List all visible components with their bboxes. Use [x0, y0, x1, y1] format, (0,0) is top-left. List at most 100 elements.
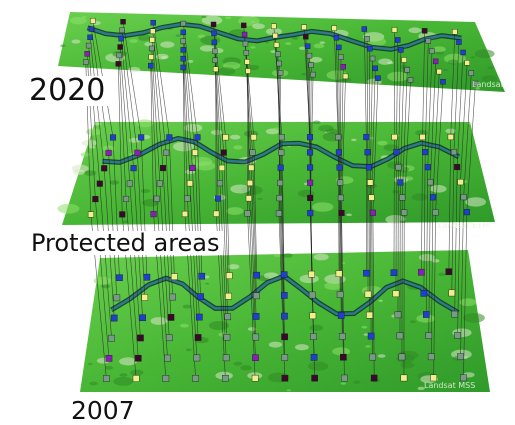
sample-point-marker — [106, 150, 112, 156]
sample-point-marker — [93, 196, 99, 202]
sample-point-marker — [464, 209, 470, 215]
land-cover-patch — [438, 273, 445, 276]
sample-point-marker — [465, 60, 470, 65]
sample-point-marker — [274, 42, 279, 47]
sample-point-marker — [311, 354, 317, 360]
sample-point-marker — [425, 164, 431, 170]
sample-point-marker — [371, 375, 377, 381]
sample-point-marker — [391, 270, 397, 276]
sample-point-marker — [395, 37, 400, 42]
imagery-credit-bottom: Landsat MSS — [424, 381, 475, 390]
sample-point-marker — [334, 35, 339, 40]
sample-point-marker — [307, 134, 313, 140]
land-cover-patch — [160, 41, 174, 47]
sample-point-marker — [452, 311, 458, 317]
sample-point-marker — [246, 69, 251, 74]
land-cover-patch — [353, 381, 360, 384]
sample-point-marker — [247, 180, 253, 186]
sample-point-marker — [448, 134, 454, 140]
land-cover-patch — [475, 49, 495, 58]
land-cover-patch — [412, 193, 428, 200]
sample-point-marker — [303, 34, 308, 39]
sample-point-marker — [309, 63, 314, 68]
land-cover-patch — [433, 46, 446, 52]
sample-point-marker — [217, 180, 223, 186]
sample-point-marker — [211, 31, 216, 36]
land-cover-patch — [273, 127, 279, 130]
sample-point-marker — [437, 69, 442, 74]
imagery-credit-top: Landsat — [472, 80, 504, 89]
sample-point-marker — [365, 149, 371, 155]
land-cover-patch — [129, 39, 138, 43]
sample-point-marker — [454, 164, 460, 170]
sample-point-marker — [242, 32, 247, 37]
sample-point-marker — [144, 274, 150, 280]
sample-point-marker — [150, 29, 155, 34]
sample-point-marker — [111, 315, 117, 321]
sample-point-marker — [182, 211, 188, 217]
sample-point-marker — [164, 355, 170, 361]
sample-point-marker — [199, 273, 205, 279]
sample-point-marker — [340, 354, 346, 360]
sample-point-marker — [135, 355, 141, 361]
land-cover-patch — [70, 17, 87, 25]
sample-point-marker — [213, 58, 218, 63]
land-cover-patch — [105, 366, 113, 370]
layer-label-bottom-year: 2007 — [68, 398, 138, 423]
sample-point-marker — [392, 134, 398, 140]
land-cover-patch — [400, 220, 406, 223]
sample-point-marker — [457, 354, 463, 360]
land-cover-patch — [274, 254, 281, 257]
sample-point-marker — [110, 135, 116, 141]
sample-point-marker — [181, 65, 186, 70]
sample-point-marker — [310, 333, 316, 339]
sample-point-marker — [461, 50, 466, 55]
sample-point-marker — [127, 181, 133, 187]
sample-point-marker — [212, 40, 217, 45]
sample-point-marker — [308, 271, 314, 277]
sample-point-marker — [311, 72, 316, 77]
sample-point-marker — [337, 165, 343, 171]
sample-point-marker — [310, 313, 316, 319]
land-cover-patch — [230, 135, 240, 140]
sample-point-marker — [420, 134, 426, 140]
land-cover-patch — [443, 69, 448, 71]
sample-point-marker — [221, 150, 227, 156]
sample-point-marker — [253, 313, 259, 319]
land-cover-patch — [320, 41, 326, 44]
sample-point-marker — [154, 196, 160, 202]
sample-point-marker — [251, 134, 257, 140]
land-cover-patch — [378, 59, 392, 65]
sample-point-marker — [279, 150, 285, 156]
land-cover-patch — [346, 214, 352, 217]
sample-point-marker — [123, 196, 129, 202]
sample-point-marker — [456, 40, 461, 45]
sample-point-marker — [307, 53, 312, 58]
sample-point-marker — [373, 66, 378, 71]
sample-point-marker — [275, 52, 280, 57]
sample-point-marker — [160, 165, 166, 171]
sample-point-marker — [446, 269, 452, 275]
land-cover-patch — [252, 23, 265, 29]
sample-point-marker — [370, 354, 376, 360]
land-cover-patch — [233, 145, 243, 149]
sample-point-marker — [166, 335, 172, 341]
sample-point-marker — [422, 149, 428, 155]
sample-point-marker — [273, 33, 278, 38]
land-cover-patch — [119, 373, 127, 377]
sample-point-marker — [185, 196, 191, 202]
sample-point-marker — [85, 51, 90, 56]
land-cover-patch — [183, 305, 192, 309]
land-cover-patch — [408, 27, 421, 33]
sample-point-marker — [119, 212, 125, 218]
sample-point-marker — [368, 333, 374, 339]
sample-point-marker — [108, 335, 114, 341]
sample-point-marker — [253, 334, 259, 340]
land-cover-patch — [257, 198, 262, 200]
sample-point-marker — [302, 25, 307, 30]
sample-point-marker — [139, 315, 145, 321]
sample-point-marker — [151, 211, 157, 217]
land-cover-patch — [324, 282, 342, 290]
sample-point-marker — [469, 71, 474, 76]
sample-point-marker — [212, 49, 217, 54]
